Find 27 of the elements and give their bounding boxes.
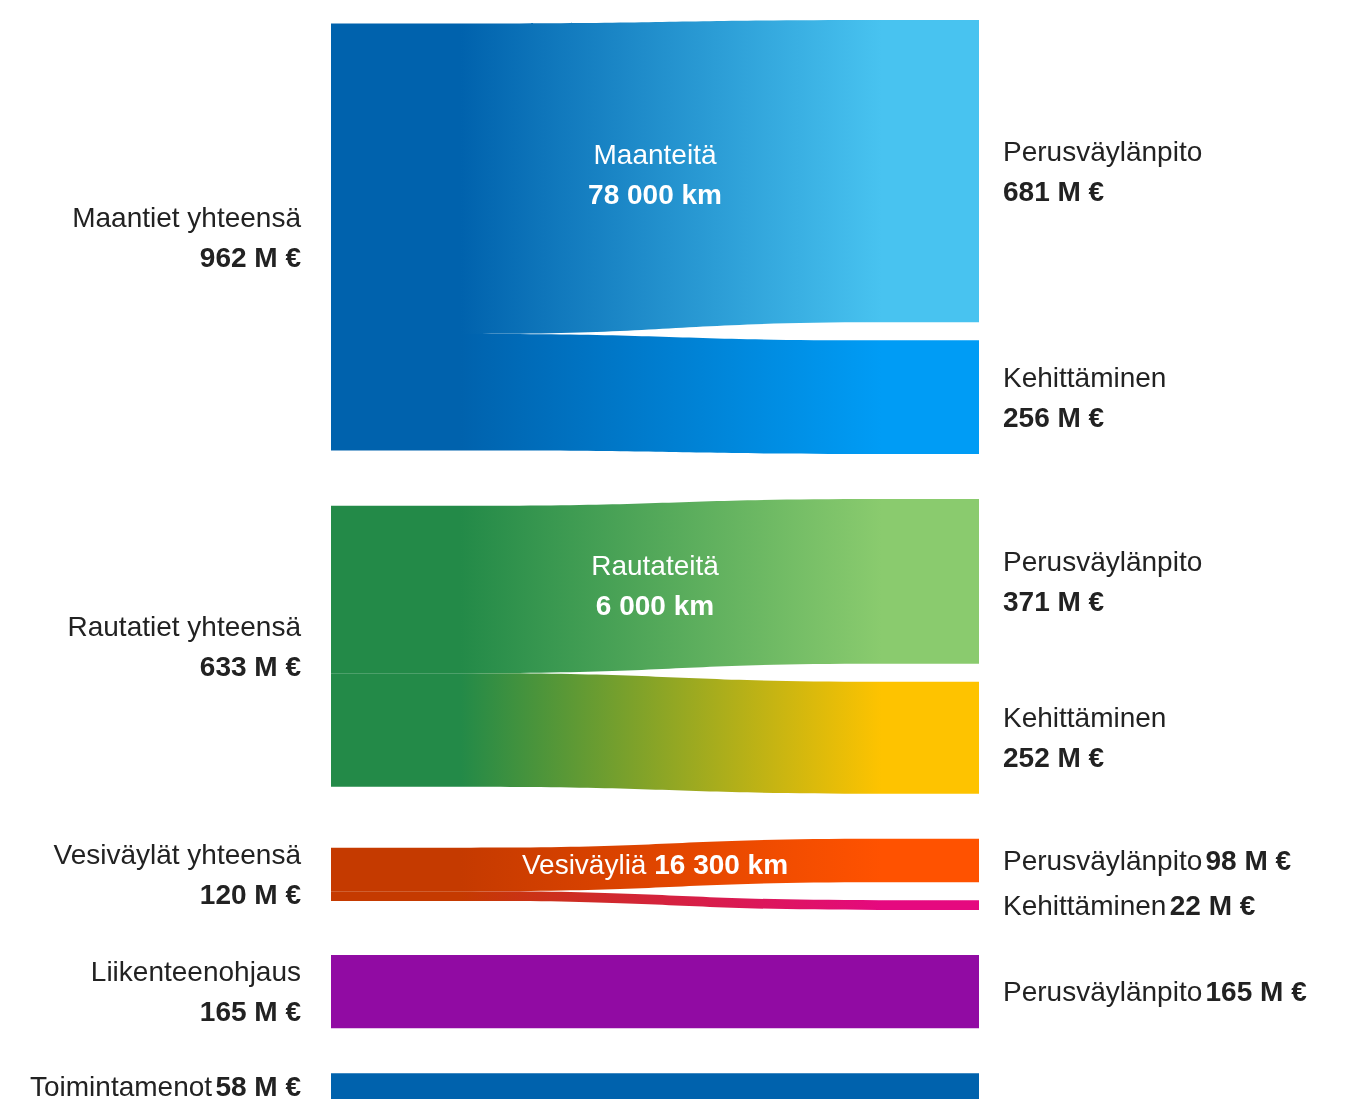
text: Perusväylänpito bbox=[1003, 135, 1203, 167]
data-label: 165 M € bbox=[199, 996, 302, 1028]
data-label: 962 M € bbox=[199, 241, 302, 273]
category-label: Maantiet yhteensä bbox=[72, 201, 302, 233]
data-label: 681 M € bbox=[1003, 175, 1105, 207]
text: Perusväylänpito bbox=[1003, 844, 1203, 876]
text: Perusväylänpito bbox=[1003, 976, 1203, 1008]
data-label: 22 M € bbox=[1169, 889, 1256, 921]
data-label: 256 M € bbox=[1003, 401, 1105, 433]
data-label: 98 M € bbox=[1205, 844, 1292, 876]
text: Rautateitä 6 000 km bbox=[591, 549, 720, 621]
category-label: Liikenteenohjaus bbox=[90, 956, 301, 988]
data-label: 120 M € bbox=[199, 878, 302, 910]
text: Vesiväyliä 16 300 km bbox=[521, 849, 789, 881]
data-label: 165 M € bbox=[1205, 976, 1308, 1008]
category-label: Rautatiet yhteensä bbox=[67, 610, 302, 642]
text: Kehittäminen bbox=[1003, 889, 1167, 921]
text: Kehittäminen bbox=[1003, 361, 1167, 393]
text: Perusväylänpito bbox=[1003, 545, 1203, 577]
category-label: Vesiväylät yhteensä bbox=[53, 838, 302, 870]
data-label: 633 M € bbox=[199, 650, 302, 682]
text: Kehittäminen bbox=[1003, 702, 1167, 734]
data-label: 252 M € bbox=[1003, 742, 1105, 774]
category-label: Toimintamenot bbox=[29, 1070, 213, 1102]
data-label: 371 M € bbox=[1003, 585, 1105, 617]
data-label: 58 M € bbox=[215, 1070, 302, 1102]
text: Maanteitä 78 000 km bbox=[588, 139, 722, 211]
